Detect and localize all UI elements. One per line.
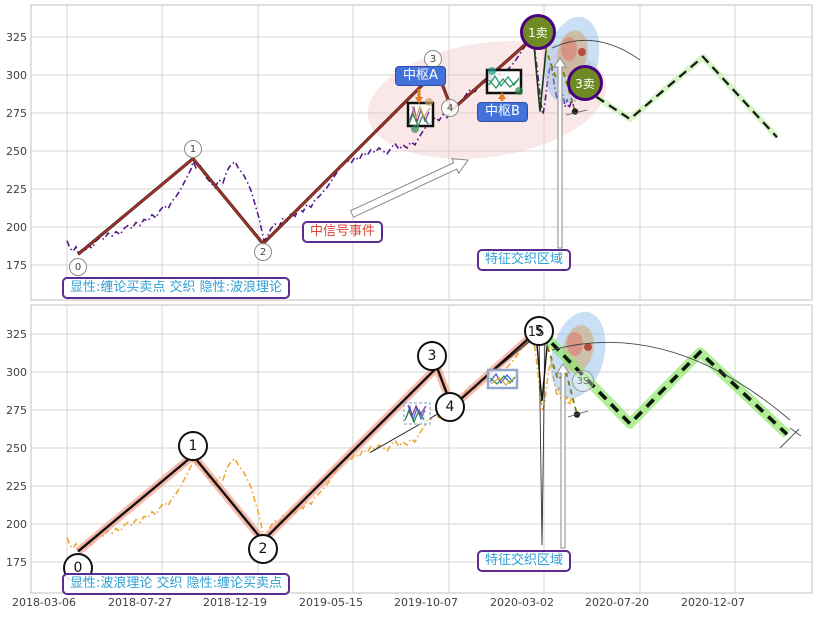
pivot-a-arrow-down-head (415, 97, 423, 104)
mini-blob-tan (425, 98, 433, 106)
y-tick-label: 250 (6, 145, 27, 158)
mini-bot-b1 (489, 372, 514, 385)
mini-bot-b3 (490, 377, 514, 386)
wave-circle-bottom-2: 2 (248, 534, 278, 564)
region-arrow-bottom (556, 363, 570, 549)
y-tick-label: 225 (6, 480, 27, 493)
wave-trend-top (77, 33, 538, 256)
wave-5-label: 5 (534, 323, 544, 339)
signal-event-arrow (349, 158, 469, 218)
mini-top-a3 (411, 105, 431, 120)
x-tick-label: 2020-12-07 (681, 596, 745, 609)
wave5-sell1-overlap-circle: 1S 5 (524, 316, 554, 346)
y-tick-label: 300 (6, 69, 27, 82)
wave-circle-top-1: 1 (184, 140, 202, 158)
y-tick-label: 225 (6, 183, 27, 196)
mini-blob-teal (488, 67, 496, 75)
forecast-halo-top (582, 53, 780, 140)
x-tick-label: 2019-10-07 (394, 596, 458, 609)
wave-trend-bottom (77, 330, 538, 553)
feature-interweave-label-bottom: 特征交织区域 (477, 550, 572, 572)
y-tick-label: 325 (6, 328, 27, 341)
y-tick-label: 275 (6, 107, 27, 120)
kde-blob-bottom-dot (584, 343, 592, 351)
deep-v-top (532, 33, 548, 112)
x-tick-label: 2018-07-27 (108, 596, 172, 609)
kde-blob-top-inner (561, 37, 577, 61)
forecast-dash-bottom (538, 329, 789, 436)
feature-interweave-label-top: 特征交织区域 (477, 249, 572, 271)
sell-3s-circle: 3S (572, 370, 594, 392)
mini-blob-green2 (515, 87, 523, 95)
sell-1s-label: 1S (527, 324, 545, 340)
y-tick-label: 175 (6, 259, 27, 272)
explicit-implicit-label-top: 显性:缠论买卖点 交织 隐性:波浪理论 (62, 277, 291, 299)
y-tick-label: 250 (6, 442, 27, 455)
panel-frame (30, 4, 813, 301)
spike-bottom (538, 332, 546, 546)
wave-circle-top-4: 4 (441, 99, 459, 117)
y-tick-label: 175 (6, 556, 27, 569)
pivot-b-arrow-up-head (498, 92, 506, 99)
mini-bot-a3 (407, 404, 427, 418)
wave-circle-top-2: 2 (254, 243, 272, 261)
pivot-b-label: 中枢B (477, 102, 528, 122)
y-tick-label: 325 (6, 31, 27, 44)
pivot-a-label: 中枢A (395, 66, 446, 86)
arc-bottom (551, 341, 791, 421)
wave-circle-bottom-3: 3 (417, 341, 447, 371)
sell-point-3-badge: 3卖 (567, 65, 603, 101)
forecast-endcap2 (789, 427, 802, 437)
mini-top-b2 (488, 77, 519, 90)
x-tick-label: 2018-12-19 (203, 596, 267, 609)
y-tick-label: 300 (6, 366, 27, 379)
dot-whisker-top (565, 109, 588, 116)
mini-top-a2 (408, 112, 429, 128)
wave-circle-top-0: 0 (69, 258, 87, 276)
region-arrow-top (553, 57, 567, 249)
y-tick-label: 200 (6, 518, 27, 531)
dot-whisker-bottom (567, 410, 589, 418)
kde-blob-top-dot (578, 48, 586, 56)
mid-signal-event-label: 中信号事件 (302, 221, 384, 243)
explicit-implicit-label-bottom: 显性:波浪理论 交织 隐性:缠论买卖点 (62, 573, 291, 595)
arc-top (551, 39, 641, 61)
x-tick-label: 2020-03-02 (490, 596, 554, 609)
y-tick-label: 200 (6, 221, 27, 234)
x-tick-label: 2019-05-15 (299, 596, 363, 609)
deep-v-bottom (535, 333, 549, 401)
x-tick-label: 2020-07-20 (585, 596, 649, 609)
mini-blob-green (411, 125, 419, 133)
y-tick-label: 275 (6, 404, 27, 417)
wave-circle-bottom-1: 1 (178, 431, 208, 461)
kde-blob-bottom-inner (567, 332, 583, 356)
wave-circle-bottom-4: 4 (435, 392, 465, 422)
sell-point-1-badge: 1卖 (520, 14, 556, 50)
x-tick-label: 2018-03-06 (12, 596, 76, 609)
